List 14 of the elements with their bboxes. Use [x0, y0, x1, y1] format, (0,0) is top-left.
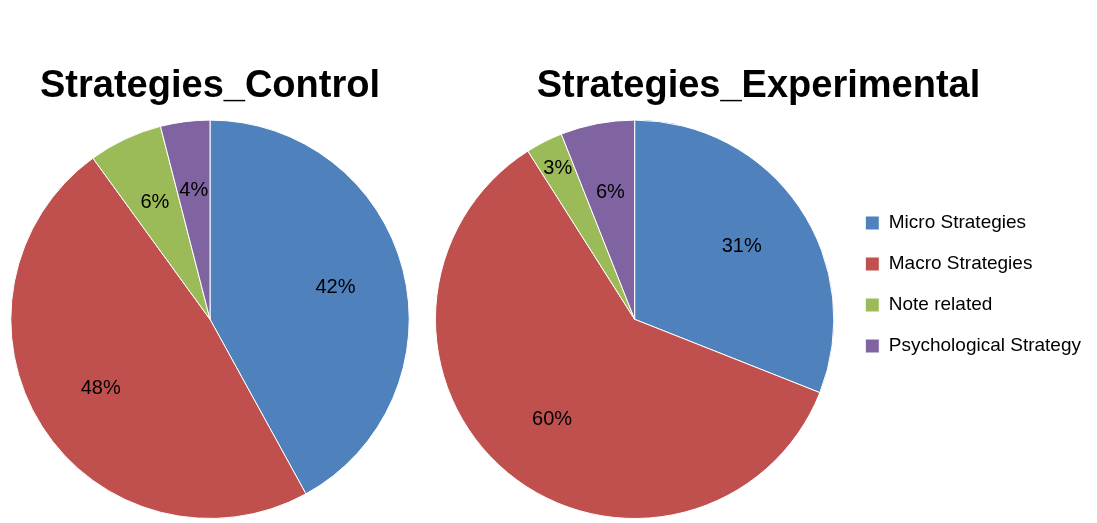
- data-label: 42%: [315, 274, 356, 297]
- data-label: 6%: [140, 189, 170, 212]
- data-label: 48%: [80, 376, 121, 399]
- legend-label: Note related: [888, 293, 993, 315]
- chart-title: Strategies_Experimental: [536, 63, 981, 106]
- data-label: 31%: [721, 234, 762, 257]
- legend-label: Micro Strategies: [888, 211, 1027, 233]
- data-label: 3%: [543, 155, 573, 178]
- data-label: 4%: [179, 178, 209, 201]
- data-label: 60%: [532, 406, 573, 429]
- data-label: 6%: [595, 179, 626, 202]
- chart-title: Strategies_Control: [40, 63, 380, 106]
- legend-label: Psychological Strategy: [888, 334, 1082, 356]
- legend-label: Macro Strategies: [888, 252, 1033, 274]
